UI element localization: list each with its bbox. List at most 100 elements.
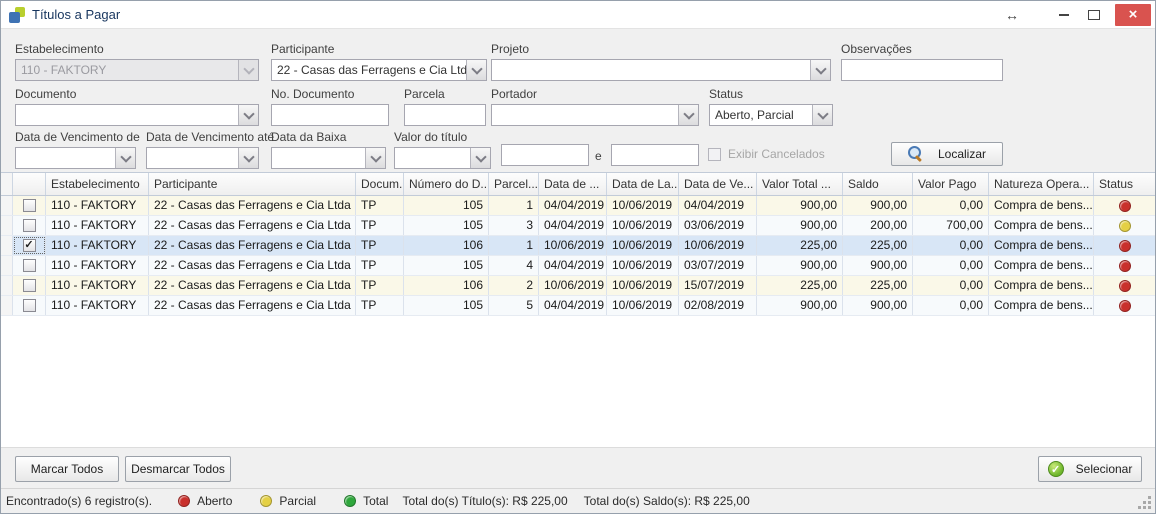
minimize-button[interactable] [1049,4,1079,26]
column-header[interactable]: Participante [149,173,356,195]
resize-grip-icon[interactable] [1148,506,1151,509]
column-header[interactable]: Natureza Opera... [989,173,1094,195]
chevron-down-icon[interactable] [678,105,698,125]
selecionar-button[interactable]: ✓ Selecionar [1038,456,1142,482]
cell-data-lancamento: 10/06/2019 [607,196,679,215]
valor-de-input[interactable] [501,144,589,166]
table-row[interactable]: ✓ 110 - FAKTORY 22 - Casas das Ferragens e… [1,236,1155,256]
row-indicator [1,236,13,255]
column-header[interactable]: Estabelecimento [46,173,149,195]
cell-estabelecimento: 110 - FAKTORY [46,276,149,295]
localizar-button[interactable]: Localizar [891,142,1003,166]
no-documento-input[interactable] [271,104,389,126]
table-row[interactable]: 110 - FAKTORY 22 - Casas das Ferragens e … [1,216,1155,236]
row-checkbox[interactable] [22,219,36,232]
column-header[interactable]: Valor Pago [913,173,989,195]
chevron-down-icon[interactable] [470,148,490,168]
status-combo[interactable]: Aberto, Parcial [709,104,833,126]
portador-combo[interactable] [491,104,699,126]
chevron-down-icon[interactable] [238,148,258,168]
cell-parcela: 1 [489,236,539,255]
status-label: Status [709,87,744,101]
valor-titulo-combo[interactable] [394,147,491,169]
table-row[interactable]: 110 - FAKTORY 22 - Casas das Ferragens e … [1,296,1155,316]
column-header[interactable]: Data de Ve... [679,173,757,195]
row-checkbox[interactable] [22,299,36,312]
row-checkbox-cell[interactable]: ✓ [13,236,46,255]
valor-ate-input[interactable] [611,144,699,166]
status-dot-icon [1118,219,1131,232]
estabelecimento-value: 110 - FAKTORY [21,63,107,77]
marcar-todos-button[interactable]: Marcar Todos [15,456,119,482]
table-row[interactable]: 110 - FAKTORY 22 - Casas das Ferragens e … [1,276,1155,296]
row-indicator [1,216,13,235]
cell-status [1094,276,1155,295]
chevron-down-icon[interactable] [466,60,486,80]
legend-label: Aberto [197,494,233,508]
row-checkbox-cell[interactable] [13,256,46,275]
cell-natureza: Compra de bens... [989,296,1094,315]
parcela-input[interactable] [404,104,486,126]
valor-titulo-label: Valor do título [394,130,468,144]
row-checkbox-cell[interactable] [13,216,46,235]
cell-valor-total: 900,00 [757,296,843,315]
table-row[interactable]: 110 - FAKTORY 22 - Casas das Ferragens e … [1,196,1155,216]
cell-data-emissao: 10/06/2019 [539,276,607,295]
projeto-label: Projeto [491,42,530,56]
column-header[interactable]: Número do D... [404,173,489,195]
cell-data-vencimento: 02/08/2019 [679,296,757,315]
cell-data-vencimento: 15/07/2019 [679,276,757,295]
projeto-field-group: Projeto [491,42,831,81]
no-documento-label: No. Documento [271,87,355,101]
app-icon [9,6,25,23]
observacoes-input[interactable] [841,59,1003,81]
row-checkbox[interactable] [22,259,36,272]
projeto-combo[interactable] [491,59,831,81]
column-header[interactable]: Data de La... [607,173,679,195]
chevron-down-icon[interactable] [115,148,135,168]
column-header[interactable]: Parcel... [489,173,539,195]
column-header[interactable]: Saldo [843,173,913,195]
legend-label: Total [363,494,389,508]
participante-combo[interactable]: 22 - Casas das Ferragens e Cia Ltda ... [271,59,487,81]
participante-value: 22 - Casas das Ferragens e Cia Ltda ... [277,63,466,77]
column-header[interactable]: Valor Total ... [757,173,843,195]
selecionar-label: Selecionar [1075,462,1133,476]
chevron-down-icon[interactable] [238,105,258,125]
maximize-button[interactable] [1079,4,1109,26]
chevron-down-icon[interactable] [365,148,385,168]
row-checkbox[interactable]: ✓ [22,239,36,252]
cell-participante: 22 - Casas das Ferragens e Cia Ltda [149,216,356,235]
chevron-down-icon[interactable] [812,105,832,125]
search-icon [907,146,924,163]
row-checkbox-cell[interactable] [13,196,46,215]
vencimento-ate-combo[interactable] [146,147,259,169]
cell-data-emissao: 10/06/2019 [539,236,607,255]
cell-parcela: 5 [489,296,539,315]
row-checkbox[interactable] [22,199,36,212]
vencimento-de-combo[interactable] [15,147,136,169]
documento-combo[interactable] [15,104,259,126]
cell-numero: 105 [404,296,489,315]
exibir-cancelados-checkbox[interactable] [708,147,721,161]
row-checkbox-cell[interactable] [13,276,46,295]
cell-data-emissao: 04/04/2019 [539,196,607,215]
cell-saldo: 225,00 [843,276,913,295]
cell-valor-pago: 0,00 [913,276,989,295]
participante-field-group: Participante 22 - Casas das Ferragens e … [271,42,487,81]
column-header[interactable]: Status [1099,177,1134,191]
horizontal-resize-icon[interactable]: ↔ [997,4,1027,26]
column-header[interactable]: Data de ... [539,173,607,195]
row-checkbox[interactable] [22,279,36,292]
close-button[interactable]: × [1115,3,1151,26]
column-header[interactable]: Docum... [356,173,404,195]
table-row[interactable]: 110 - FAKTORY 22 - Casas das Ferragens e … [1,256,1155,276]
cell-status [1094,196,1155,215]
estabelecimento-label: Estabelecimento [15,42,104,56]
data-baixa-combo[interactable] [271,147,386,169]
desmarcar-todos-button[interactable]: Desmarcar Todos [125,456,231,482]
cell-valor-total: 900,00 [757,196,843,215]
chevron-down-icon[interactable] [810,60,830,80]
row-checkbox-cell[interactable] [13,296,46,315]
